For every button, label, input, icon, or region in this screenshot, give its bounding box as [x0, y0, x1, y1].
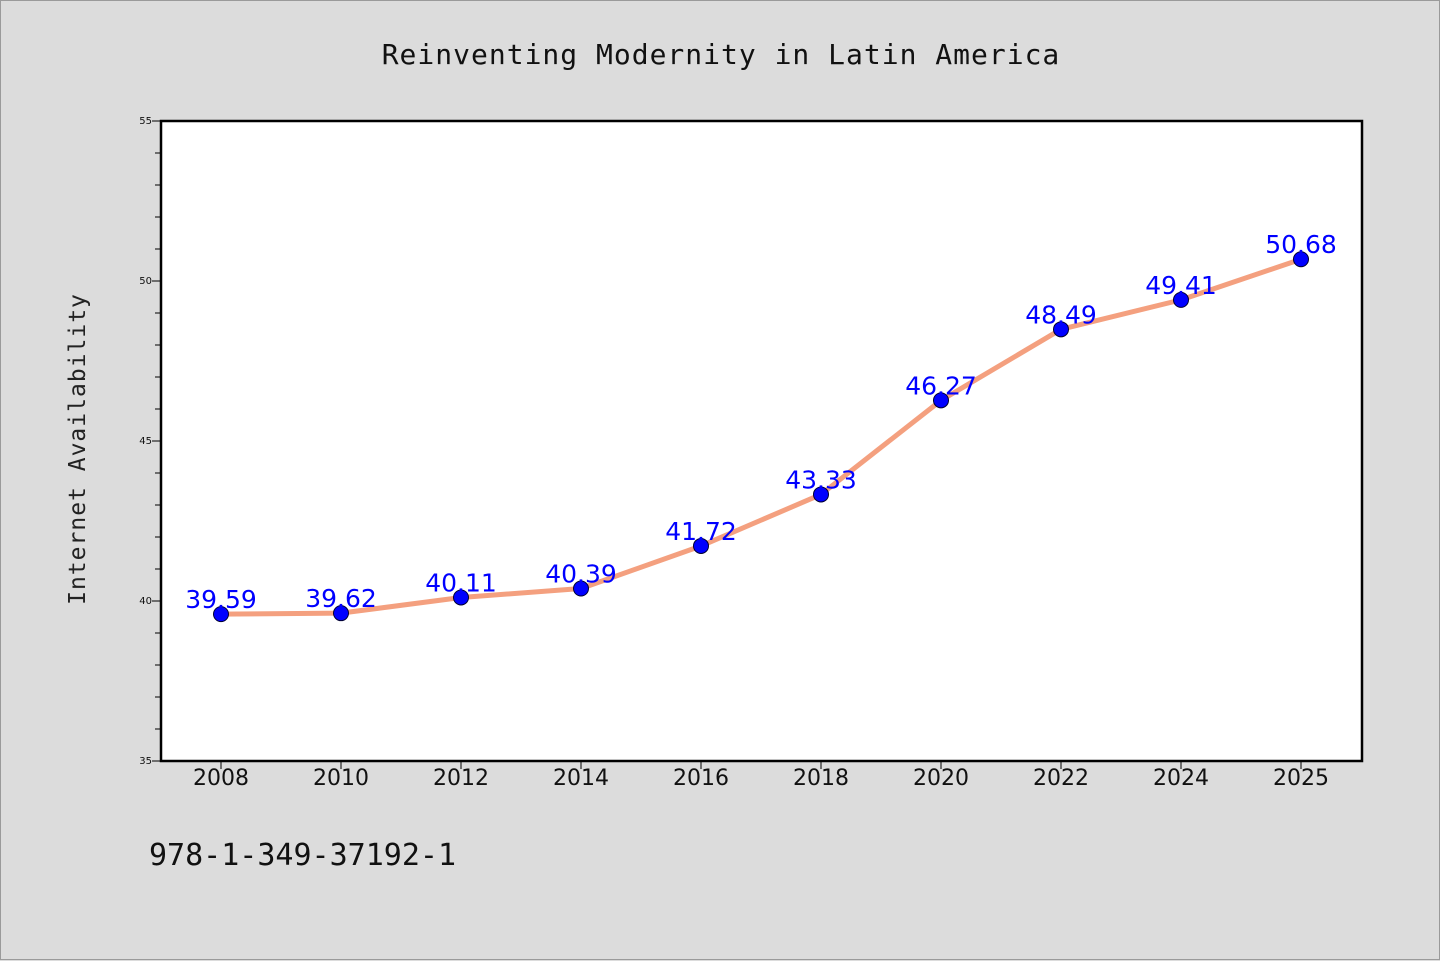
data-label: 41.72 [665, 517, 737, 546]
data-point [573, 580, 589, 597]
data-label: 40.11 [425, 568, 497, 597]
data-label: 46.27 [905, 371, 977, 400]
series-line [218, 256, 1304, 617]
data-point [1053, 321, 1069, 338]
x-tick-label: 2010 [313, 766, 369, 791]
data-label: 49.41 [1145, 271, 1217, 300]
x-tick-label: 2018 [793, 766, 849, 791]
y-axis-label: Internet Availability [65, 293, 91, 605]
data-label: 48.49 [1025, 300, 1097, 329]
y-tick-label: 40 [139, 596, 152, 607]
y-tick-label: 50 [139, 276, 152, 287]
data-point [453, 589, 469, 606]
data-label: 43.33 [785, 465, 857, 494]
x-tick-label: 2020 [913, 766, 969, 791]
y-tick-label: 45 [139, 436, 152, 447]
x-axis-ticks: 2008 2010 2012 2014 2016 2018 2020 2022 2024 2025 [193, 761, 1329, 791]
series-layer [213, 251, 1309, 623]
x-tick-label: 2016 [673, 766, 729, 791]
data-point [813, 486, 829, 503]
x-tick-label: 2014 [553, 766, 609, 791]
data-labels: 39.59 39.62 40.11 40.39 41.72 43.33 46.27 48.49… [185, 230, 1337, 614]
x-tick-label: 2008 [193, 766, 249, 791]
y-tick-label: 35 [139, 756, 152, 767]
y-axis-ticks: 35 40 45 50 55 [139, 116, 161, 767]
data-label: 40.39 [545, 560, 617, 589]
x-tick-label: 2025 [1273, 766, 1329, 791]
isbn-text: 978-1-349-37192-1 [149, 838, 456, 873]
data-label: 39.59 [185, 585, 257, 614]
chart-title: Reinventing Modernity in Latin America [382, 38, 1061, 71]
x-tick-label: 2012 [433, 766, 489, 791]
data-point [1293, 251, 1309, 268]
x-tick-label: 2022 [1033, 766, 1089, 791]
data-point [933, 392, 949, 409]
data-point [333, 605, 349, 622]
plot-area [159, 119, 1364, 763]
data-point [213, 606, 229, 623]
x-tick-label: 2024 [1153, 766, 1209, 791]
data-point [693, 537, 709, 554]
data-label: 50.68 [1265, 230, 1337, 259]
data-label: 39.62 [305, 584, 377, 613]
data-point [1173, 291, 1189, 308]
y-tick-label: 55 [139, 116, 152, 127]
